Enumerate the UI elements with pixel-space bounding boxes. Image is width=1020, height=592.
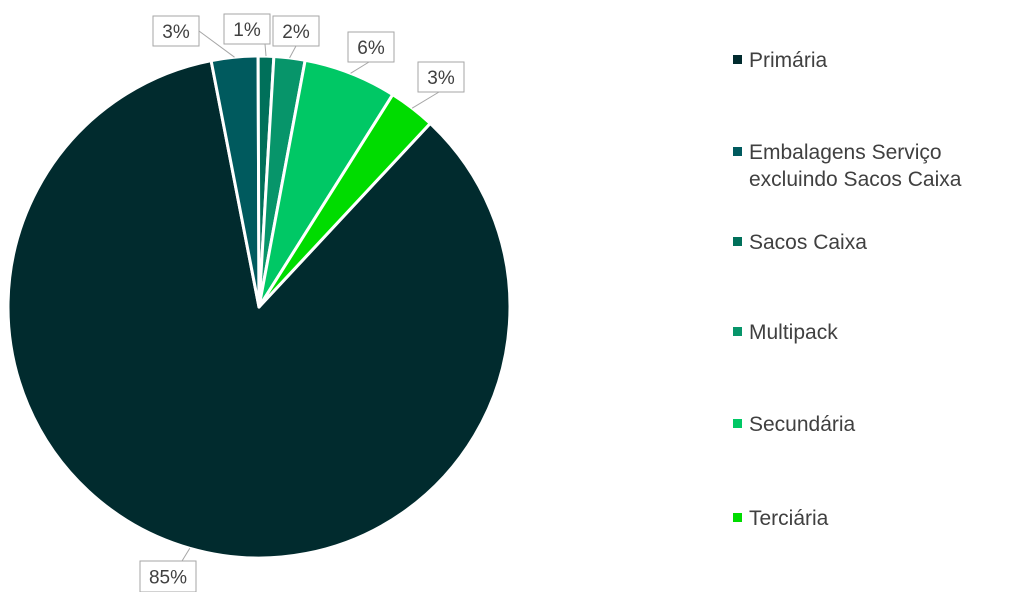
data-label-embalagens-servico-excluindo-sacos-caixa: 3%: [162, 22, 190, 43]
data-label-terciaria: 3%: [427, 68, 455, 89]
leader-line-terciaria: [411, 91, 440, 109]
data-label-box-embalagens-servico-excluindo-sacos-caixa: [152, 15, 200, 47]
leader-line-sacos-caixa: [264, 43, 267, 57]
data-label-box-primaria: [139, 560, 197, 592]
data-label-box-terciaria: [417, 61, 465, 93]
legend-marker-sacos-caixa: [733, 237, 742, 246]
data-label-primaria: 85%: [149, 568, 187, 589]
data-labels: 85% 3% 1% 2% 6% 3%: [139, 13, 465, 592]
leader-line-multipack: [289, 45, 297, 59]
leader-line-embalagens-servico-excluindo-sacos-caixa: [198, 30, 235, 58]
data-label-multipack: 2%: [282, 22, 310, 43]
legend-marker-multipack: [733, 327, 742, 336]
legend-label-multipack: Multipack: [749, 321, 838, 344]
pie-slices: [6, 54, 512, 560]
data-label-sacos-caixa: 1%: [233, 20, 261, 41]
legend-label-terciaria: Terciária: [749, 507, 829, 530]
pie-slice-primaria: [6, 59, 512, 560]
legend-marker-embalagens-servico-excluindo-sacos-caixa: [733, 147, 742, 156]
legend-label-primaria: Primária: [749, 49, 827, 72]
legend-marker-terciaria: [733, 513, 742, 522]
data-label-secundaria: 6%: [357, 38, 385, 59]
leader-lines: [181, 30, 440, 562]
legend: Primária Embalagens Serviço excluindo Saco…: [733, 49, 962, 530]
data-label-box-multipack: [272, 15, 320, 47]
leader-line-secundaria: [350, 61, 370, 74]
data-label-box-sacos-caixa: [223, 13, 271, 45]
legend-marker-primaria: [733, 55, 742, 64]
legend-marker-secundaria: [733, 419, 742, 428]
leader-line-primaria: [181, 548, 191, 562]
legend-label-sacos-caixa: Sacos Caixa: [749, 231, 867, 254]
data-label-box-secundaria: [347, 31, 395, 63]
legend-label-secundaria: Secundária: [749, 413, 856, 436]
legend-label-embalagens-servico-excluindo-sacos-caixa: Embalagens Serviço excluindo Sacos Caixa: [749, 141, 962, 191]
